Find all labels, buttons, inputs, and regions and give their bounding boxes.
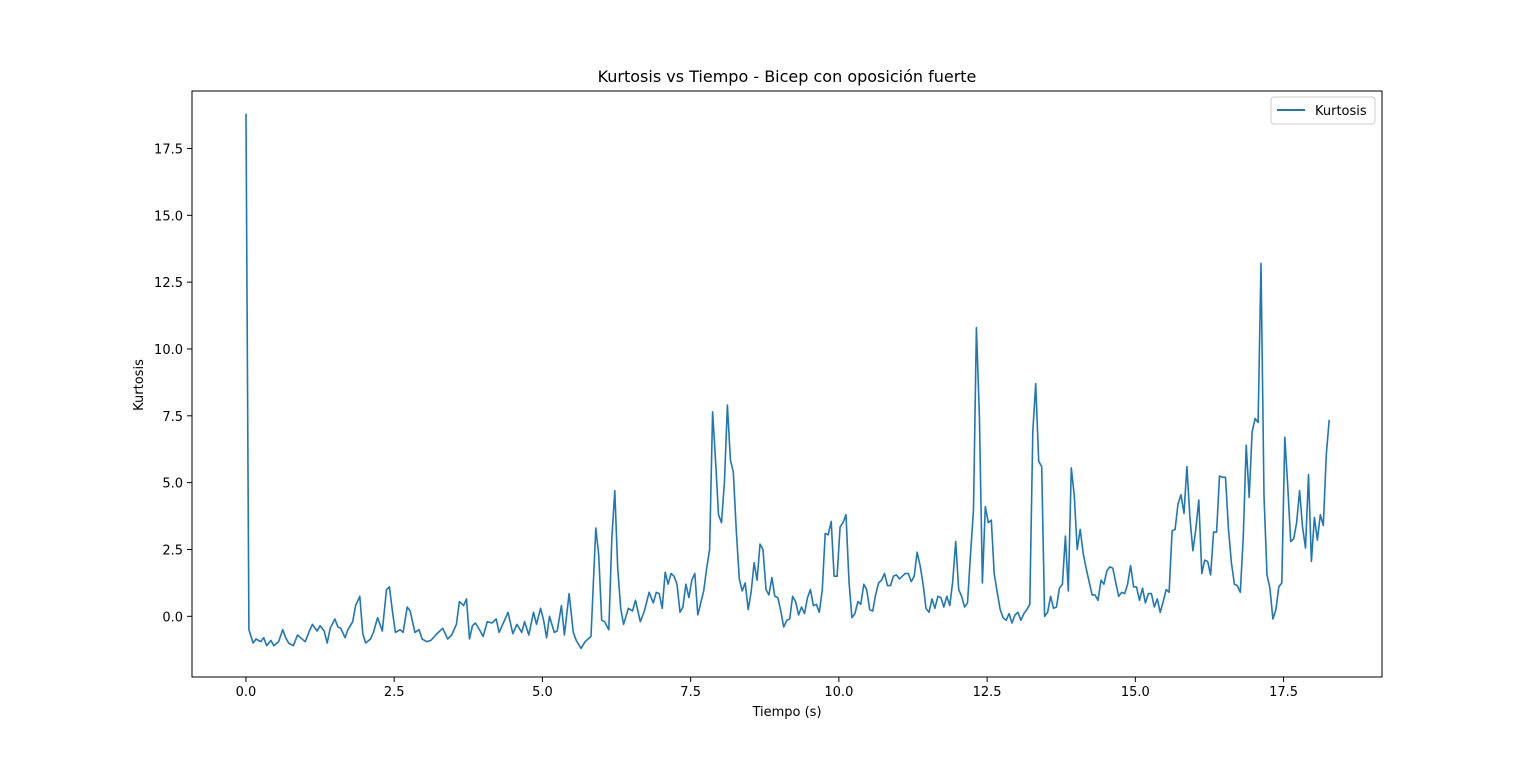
y-tick-label: 10.0 bbox=[154, 343, 183, 358]
series-line-kurtosis bbox=[245, 113, 1330, 650]
legend-box bbox=[1270, 96, 1376, 125]
axes: 0.0 2.5 5.0 7.5 10.0 12.5 15.0 17.5 0.0 2.5 5.0 7.5… bbox=[154, 90, 1383, 700]
legend-label-kurtosis: Kurtosis bbox=[1315, 104, 1367, 119]
y-tick-label: 17.5 bbox=[154, 142, 183, 157]
y-tick-label: 5.0 bbox=[162, 477, 183, 492]
x-tick-label: 15.0 bbox=[1121, 685, 1150, 700]
y-tick-label: 15.0 bbox=[154, 209, 183, 224]
x-tick-label: 10.0 bbox=[824, 685, 853, 700]
x-tick-label: 7.5 bbox=[680, 685, 701, 700]
x-tick-label: 2.5 bbox=[384, 685, 405, 700]
x-tick-label: 17.5 bbox=[1269, 685, 1298, 700]
legend: Kurtosis bbox=[1270, 96, 1376, 125]
chart-title: Kurtosis vs Tiempo - Bicep con oposición… bbox=[598, 67, 977, 86]
x-tick-label: 5.0 bbox=[532, 685, 553, 700]
axes-frame bbox=[191, 90, 1383, 678]
plot-area bbox=[245, 113, 1330, 650]
y-tick-label: 7.5 bbox=[162, 410, 183, 425]
x-tick-label: 12.5 bbox=[973, 685, 1002, 700]
y-axis-label: Kurtosis bbox=[132, 359, 147, 411]
y-tick-label: 12.5 bbox=[154, 276, 183, 291]
y-tick-label: 2.5 bbox=[162, 543, 183, 558]
x-axis-label: Tiempo (s) bbox=[751, 705, 821, 720]
x-tick-label: 0.0 bbox=[236, 685, 257, 700]
y-tick-label: 0.0 bbox=[162, 610, 183, 625]
